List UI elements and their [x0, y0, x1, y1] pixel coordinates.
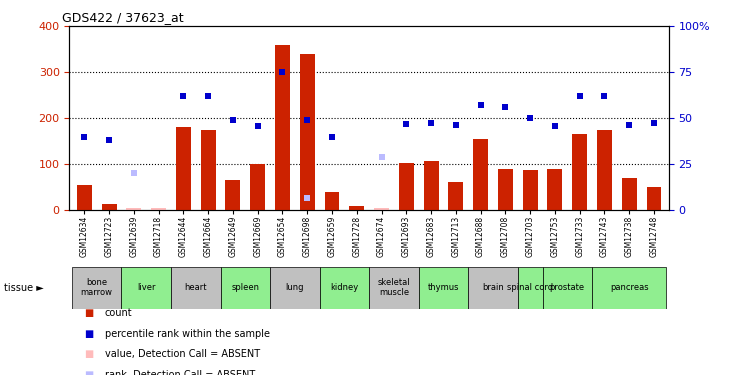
Bar — [523, 170, 537, 210]
Text: rank, Detection Call = ABSENT: rank, Detection Call = ABSENT — [105, 370, 255, 375]
Bar — [221, 267, 270, 309]
Text: lung: lung — [286, 284, 304, 292]
Text: GDS422 / 37623_at: GDS422 / 37623_at — [62, 11, 183, 24]
Bar — [597, 130, 612, 210]
Text: count: count — [105, 308, 132, 318]
Text: pancreas: pancreas — [610, 284, 648, 292]
Text: liver: liver — [137, 284, 156, 292]
Text: brain: brain — [482, 284, 504, 292]
Bar — [72, 267, 121, 309]
Text: ■: ■ — [84, 350, 94, 359]
Text: ■: ■ — [84, 329, 94, 339]
Bar — [275, 45, 290, 210]
Bar — [121, 267, 171, 309]
Text: percentile rank within the sample: percentile rank within the sample — [105, 329, 270, 339]
Bar — [424, 161, 439, 210]
Text: kidney: kidney — [330, 284, 358, 292]
Bar — [126, 208, 141, 210]
Bar — [319, 267, 369, 309]
Bar — [369, 267, 419, 309]
Bar — [77, 185, 91, 210]
Bar — [374, 208, 389, 210]
Bar — [622, 178, 637, 210]
Bar — [151, 208, 166, 210]
Bar — [542, 267, 592, 309]
Text: spleen: spleen — [231, 284, 260, 292]
Bar — [225, 180, 240, 210]
Bar — [300, 54, 314, 210]
Text: skeletal
muscle: skeletal muscle — [378, 279, 410, 297]
Text: ■: ■ — [84, 370, 94, 375]
Text: ■: ■ — [84, 308, 94, 318]
Bar — [399, 163, 414, 210]
Text: bone
marrow: bone marrow — [80, 279, 113, 297]
Bar — [473, 139, 488, 210]
Bar — [498, 169, 513, 210]
Bar — [448, 183, 463, 210]
Bar — [201, 130, 216, 210]
Bar — [572, 134, 587, 210]
Bar — [647, 187, 662, 210]
Bar — [270, 267, 319, 309]
Bar — [592, 267, 667, 309]
Bar — [469, 267, 518, 309]
Bar — [548, 169, 562, 210]
Bar — [419, 267, 469, 309]
Text: value, Detection Call = ABSENT: value, Detection Call = ABSENT — [105, 350, 260, 359]
Text: heart: heart — [184, 284, 207, 292]
Text: tissue ►: tissue ► — [4, 283, 43, 293]
Bar — [176, 128, 191, 210]
Text: prostate: prostate — [550, 284, 585, 292]
Bar — [151, 208, 166, 210]
Bar — [250, 164, 265, 210]
Bar — [102, 204, 116, 210]
Bar — [518, 267, 542, 309]
Bar — [349, 206, 364, 210]
Bar — [374, 208, 389, 210]
Bar — [325, 192, 339, 210]
Text: spinal cord: spinal cord — [507, 284, 553, 292]
Bar — [171, 267, 221, 309]
Text: thymus: thymus — [428, 284, 459, 292]
Bar — [126, 208, 141, 210]
